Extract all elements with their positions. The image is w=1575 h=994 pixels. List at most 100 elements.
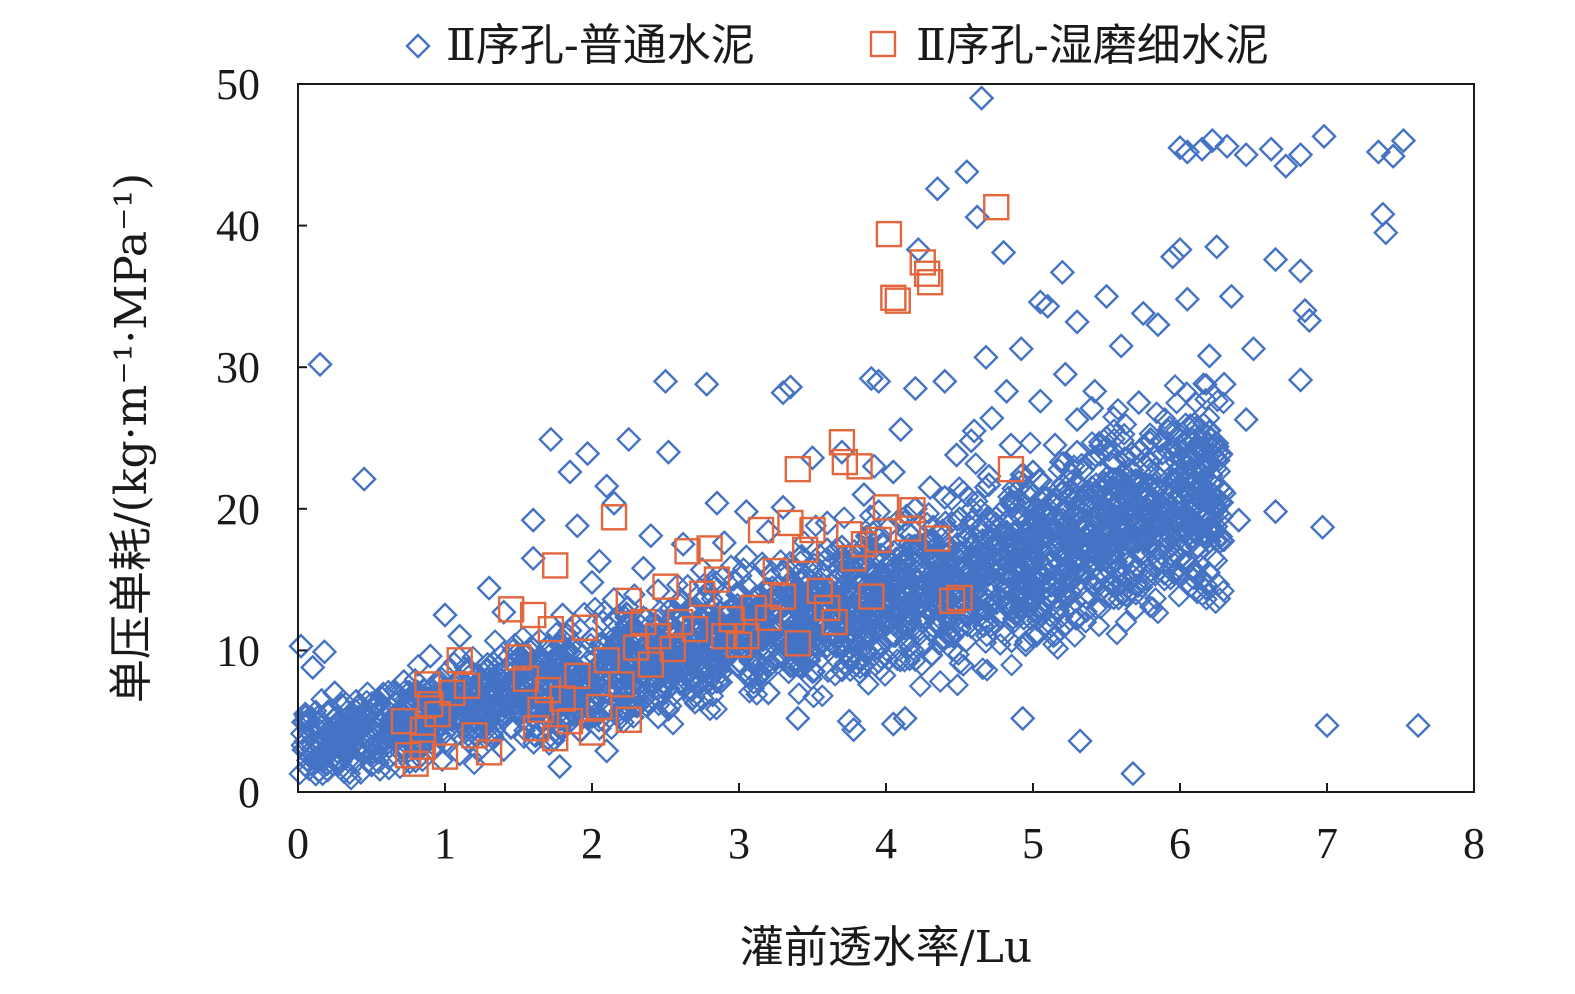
data-point-ordinary-cement: [880, 566, 907, 593]
data-point-ordinary-cement: [1390, 127, 1417, 154]
data-point-ordinary-cement: [769, 549, 793, 573]
data-point-ordinary-cement: [322, 714, 348, 740]
data-point-ordinary-cement: [1137, 532, 1164, 559]
data-point-ordinary-cement: [1199, 127, 1226, 154]
data-point-wet-ground-cement: [608, 671, 635, 698]
data-point-ordinary-cement: [1078, 494, 1102, 518]
data-point-ordinary-cement: [1005, 552, 1031, 579]
data-point-ordinary-cement: [749, 603, 773, 628]
data-point-ordinary-cement: [974, 631, 998, 655]
data-point-ordinary-cement: [1106, 397, 1130, 421]
data-point-ordinary-cement: [368, 758, 392, 782]
data-point-ordinary-cement: [1311, 123, 1337, 150]
data-point-ordinary-cement: [792, 564, 818, 590]
data-point-wet-ground-cement: [777, 509, 804, 537]
data-point-ordinary-cement: [882, 601, 906, 625]
data-point-ordinary-cement: [436, 657, 461, 681]
data-point-ordinary-cement: [491, 599, 517, 625]
data-point-wet-ground-cement: [586, 693, 613, 721]
data-point-ordinary-cement: [1138, 595, 1162, 619]
data-point-ordinary-cement: [1162, 546, 1186, 570]
data-point-ordinary-cement: [1027, 535, 1054, 562]
data-point-ordinary-cement: [447, 741, 473, 767]
data-point-ordinary-cement: [711, 619, 737, 645]
data-point-ordinary-cement: [843, 651, 870, 678]
data-point-ordinary-cement: [1192, 372, 1216, 396]
data-point-ordinary-cement: [297, 719, 323, 746]
data-point-ordinary-cement: [790, 543, 814, 567]
data-point-ordinary-cement: [979, 405, 1005, 431]
data-point-ordinary-cement: [595, 642, 619, 667]
data-point-ordinary-cement: [481, 650, 505, 674]
data-point-ordinary-cement: [914, 555, 938, 579]
data-point-ordinary-cement: [851, 622, 877, 648]
data-point-ordinary-cement: [1111, 572, 1135, 596]
data-point-wet-ground-cement: [593, 647, 620, 674]
data-point-wet-ground-cement: [799, 516, 826, 544]
data-point-ordinary-cement: [955, 606, 979, 630]
legend-item-wet-ground-cement: Ⅱ序孔-湿磨细水泥: [869, 20, 1269, 71]
data-point-ordinary-cement: [1167, 135, 1193, 161]
data-point-ordinary-cement: [940, 488, 964, 512]
data-point-ordinary-cement: [1114, 412, 1138, 436]
data-point-ordinary-cement: [311, 639, 338, 665]
data-point-wet-ground-cement: [667, 608, 694, 636]
data-point-ordinary-cement: [924, 176, 951, 202]
data-point-ordinary-cement: [1027, 467, 1054, 494]
data-point-ordinary-cement: [807, 612, 833, 638]
data-point-ordinary-cement: [1028, 604, 1052, 628]
data-point-ordinary-cement: [1084, 501, 1108, 525]
data-point-ordinary-cement: [917, 474, 943, 501]
data-point-ordinary-cement: [1133, 508, 1157, 532]
x-tick-label: 5: [1022, 819, 1044, 868]
data-point-ordinary-cement: [594, 473, 620, 499]
data-point-ordinary-cement: [788, 583, 812, 607]
data-point-ordinary-cement: [447, 623, 473, 649]
data-point-ordinary-cement: [432, 602, 458, 628]
data-point-ordinary-cement: [1152, 490, 1178, 516]
data-point-ordinary-cement: [932, 627, 956, 651]
data-point-ordinary-cement: [1115, 487, 1142, 514]
data-point-wet-ground-cement: [865, 526, 892, 554]
data-point-wet-ground-cement: [821, 608, 848, 636]
data-point-wet-ground-cement: [600, 504, 628, 531]
y-tick-label: 50: [216, 60, 260, 109]
data-point-ordinary-cement: [608, 666, 635, 692]
data-point-ordinary-cement: [1071, 493, 1098, 519]
data-point-ordinary-cement: [804, 514, 828, 538]
data-point-ordinary-cement: [1064, 406, 1090, 433]
data-point-ordinary-cement: [564, 513, 590, 539]
data-point-ordinary-cement: [1152, 517, 1178, 543]
data-point-ordinary-cement: [1000, 630, 1024, 654]
data-point-wet-ground-cement: [497, 596, 525, 623]
data-point-ordinary-cement: [1022, 600, 1046, 625]
data-point-ordinary-cement: [469, 671, 495, 698]
data-point-ordinary-cement: [902, 496, 929, 522]
data-point-wet-ground-cement: [615, 587, 642, 615]
data-point-ordinary-cement: [1079, 395, 1105, 421]
data-point-ordinary-cement: [1105, 622, 1129, 646]
data-point-ordinary-cement: [836, 708, 862, 734]
data-point-ordinary-cement: [1140, 539, 1167, 566]
data-point-ordinary-cement: [956, 484, 980, 508]
data-point-ordinary-cement: [594, 738, 620, 764]
data-point-ordinary-cement: [823, 603, 847, 627]
data-point-ordinary-cement: [1196, 528, 1223, 555]
data-point-ordinary-cement: [948, 651, 972, 675]
data-point-ordinary-cement: [1108, 470, 1134, 497]
data-point-wet-ground-cement: [997, 455, 1025, 483]
data-point-ordinary-cement: [1096, 548, 1123, 574]
data-point-wet-ground-cement: [784, 630, 811, 657]
data-point-ordinary-cement: [1048, 619, 1073, 643]
data-point-ordinary-cement: [971, 657, 995, 681]
y-axis-title: 单压单耗/(kg·m⁻¹·MPa⁻¹): [106, 173, 157, 703]
data-point-ordinary-cement: [943, 442, 970, 468]
data-point-wet-ground-cement: [899, 497, 926, 524]
data-point-ordinary-cement: [559, 640, 583, 664]
data-point-ordinary-cement: [562, 661, 586, 685]
data-point-wet-ground-cement: [755, 604, 782, 632]
data-point-ordinary-cement: [964, 598, 990, 624]
data-point-ordinary-cement: [1262, 498, 1289, 525]
series-ordinary-cement: [288, 85, 1431, 791]
data-point-ordinary-cement: [1380, 143, 1406, 169]
